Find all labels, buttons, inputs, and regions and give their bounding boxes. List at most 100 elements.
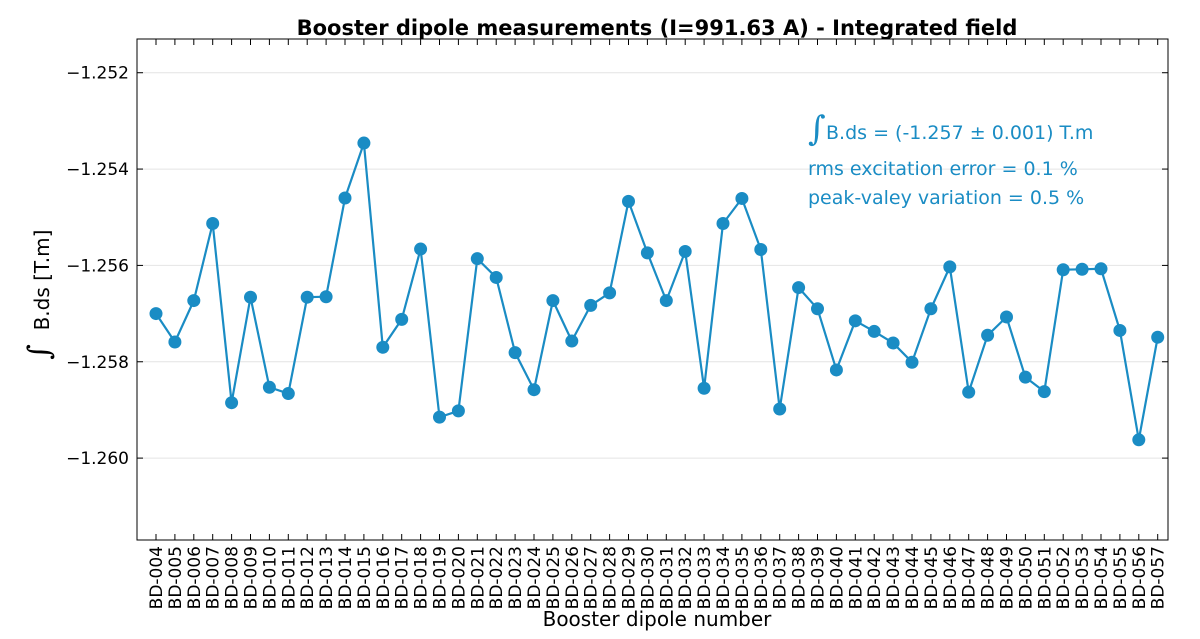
annotation-rms-error: rms excitation error = 0.1 % <box>808 158 1078 180</box>
y-tick-label: −1.254 <box>66 160 129 180</box>
series-integrated-field <box>149 136 1165 447</box>
y-tick-label: −1.252 <box>66 64 129 84</box>
x-tick-label: BD-045 <box>922 546 942 609</box>
annotation-peak-valley: peak-valey variation = 0.5 % <box>808 187 1084 209</box>
data-point-bd-006 <box>187 294 201 308</box>
x-tick-label: BD-030 <box>638 546 658 609</box>
x-axis-label: Booster dipole number <box>543 607 773 631</box>
annotation-mean-field: B.ds = (-1.257 ± 0.001) T.m <box>826 122 1093 144</box>
x-tick-label: BD-044 <box>903 546 923 609</box>
data-point-bd-025 <box>546 294 560 308</box>
y-axis-label: B.ds [T.m] <box>30 230 54 331</box>
data-point-bd-007 <box>206 217 220 231</box>
data-point-bd-052 <box>1056 263 1070 277</box>
data-point-bd-030 <box>640 246 654 260</box>
data-point-bd-053 <box>1075 262 1089 276</box>
data-point-bd-055 <box>1113 323 1127 337</box>
data-point-bd-029 <box>622 194 635 208</box>
x-tick-label: BD-007 <box>204 546 224 609</box>
annotation-integral-symbol: ∫ <box>808 109 826 149</box>
data-point-bd-038 <box>792 281 806 295</box>
x-tick-label: BD-052 <box>1054 546 1074 609</box>
y-axis-label-group: ∫ B.ds [T.m] <box>22 230 57 360</box>
data-point-bd-047 <box>962 385 976 399</box>
chart-title: Booster dipole measurements (I=991.63 A)… <box>297 16 1018 40</box>
data-point-bd-005 <box>168 335 182 349</box>
data-point-bd-026 <box>565 334 579 348</box>
data-point-bd-021 <box>470 252 484 266</box>
data-point-bd-014 <box>338 191 352 205</box>
data-point-bd-049 <box>1000 310 1013 324</box>
x-tick-label: BD-013 <box>317 546 337 609</box>
x-tick-label: BD-019 <box>431 546 451 609</box>
x-tick-label: BD-032 <box>676 546 696 609</box>
x-tick-label: BD-009 <box>242 546 262 609</box>
data-point-bd-028 <box>603 286 617 300</box>
data-point-bd-034 <box>716 217 730 231</box>
x-tick-label: BD-041 <box>846 546 866 609</box>
data-point-bd-031 <box>659 294 673 308</box>
x-tick-label: BD-020 <box>449 546 469 609</box>
x-tick-label: BD-053 <box>1073 546 1093 609</box>
data-point-bd-057 <box>1151 330 1165 344</box>
data-point-bd-019 <box>433 410 446 424</box>
x-tick-label: BD-043 <box>884 546 904 609</box>
data-point-bd-050 <box>1018 370 1032 384</box>
data-point-bd-015 <box>357 136 371 150</box>
x-tick-label: BD-036 <box>752 546 772 609</box>
x-tick-label: BD-049 <box>998 546 1018 609</box>
data-point-bd-043 <box>886 336 900 350</box>
x-tick-label: BD-034 <box>714 546 734 609</box>
data-point-bd-040 <box>829 363 843 377</box>
x-tick-label: BD-017 <box>393 546 413 609</box>
y-tick-label: −1.258 <box>66 353 129 373</box>
data-point-bd-041 <box>848 314 862 328</box>
data-point-bd-013 <box>319 290 333 304</box>
x-tick-label: BD-056 <box>1130 546 1150 609</box>
x-tick-label: BD-024 <box>525 546 545 609</box>
y-tick-label: −1.260 <box>66 449 129 469</box>
x-tick-label: BD-029 <box>620 546 640 609</box>
data-point-bd-012 <box>300 290 314 304</box>
x-axis-ticks: BD-004BD-005BD-006BD-007BD-008BD-009BD-0… <box>147 39 1169 609</box>
x-tick-label: BD-051 <box>1035 546 1055 609</box>
data-point-bd-008 <box>225 396 239 410</box>
x-tick-label: BD-039 <box>809 546 829 609</box>
y-axis-label-integral-symbol: ∫ <box>22 344 57 360</box>
y-axis-ticks: −1.252 −1.254 −1.256 −1.258 −1.260 <box>66 64 1168 469</box>
data-point-bd-035 <box>735 191 749 205</box>
x-tick-label: BD-037 <box>771 546 791 609</box>
x-tick-label: BD-012 <box>298 546 318 609</box>
x-tick-label: BD-048 <box>979 546 999 609</box>
x-tick-label: BD-022 <box>487 546 507 609</box>
data-point-bd-016 <box>376 340 390 354</box>
x-tick-label: BD-057 <box>1149 546 1169 609</box>
data-point-bd-033 <box>697 381 711 395</box>
data-point-bd-051 <box>1037 385 1051 399</box>
data-point-bd-004 <box>149 307 163 321</box>
x-tick-label: BD-021 <box>468 546 488 609</box>
data-point-bd-011 <box>281 387 295 401</box>
x-tick-label: BD-004 <box>147 546 167 609</box>
x-tick-label: BD-033 <box>695 546 715 609</box>
data-point-bd-046 <box>943 260 957 274</box>
x-tick-label: BD-010 <box>260 546 280 609</box>
data-point-bd-020 <box>451 404 465 418</box>
data-point-bd-054 <box>1094 262 1108 276</box>
data-point-bd-017 <box>395 312 409 326</box>
x-tick-label: BD-055 <box>1111 546 1131 609</box>
data-point-bd-037 <box>773 402 787 416</box>
data-point-bd-056 <box>1132 433 1146 447</box>
data-point-bd-045 <box>924 302 938 316</box>
data-point-bd-027 <box>584 298 598 312</box>
x-tick-label: BD-011 <box>279 546 299 609</box>
x-tick-label: BD-005 <box>166 546 186 609</box>
data-point-bd-010 <box>262 380 276 394</box>
data-point-bd-018 <box>414 242 428 256</box>
data-point-bd-044 <box>905 355 919 369</box>
x-tick-label: BD-025 <box>544 546 564 609</box>
x-tick-label: BD-026 <box>563 546 583 609</box>
data-point-bd-022 <box>489 270 503 284</box>
x-tick-label: BD-006 <box>185 546 205 609</box>
